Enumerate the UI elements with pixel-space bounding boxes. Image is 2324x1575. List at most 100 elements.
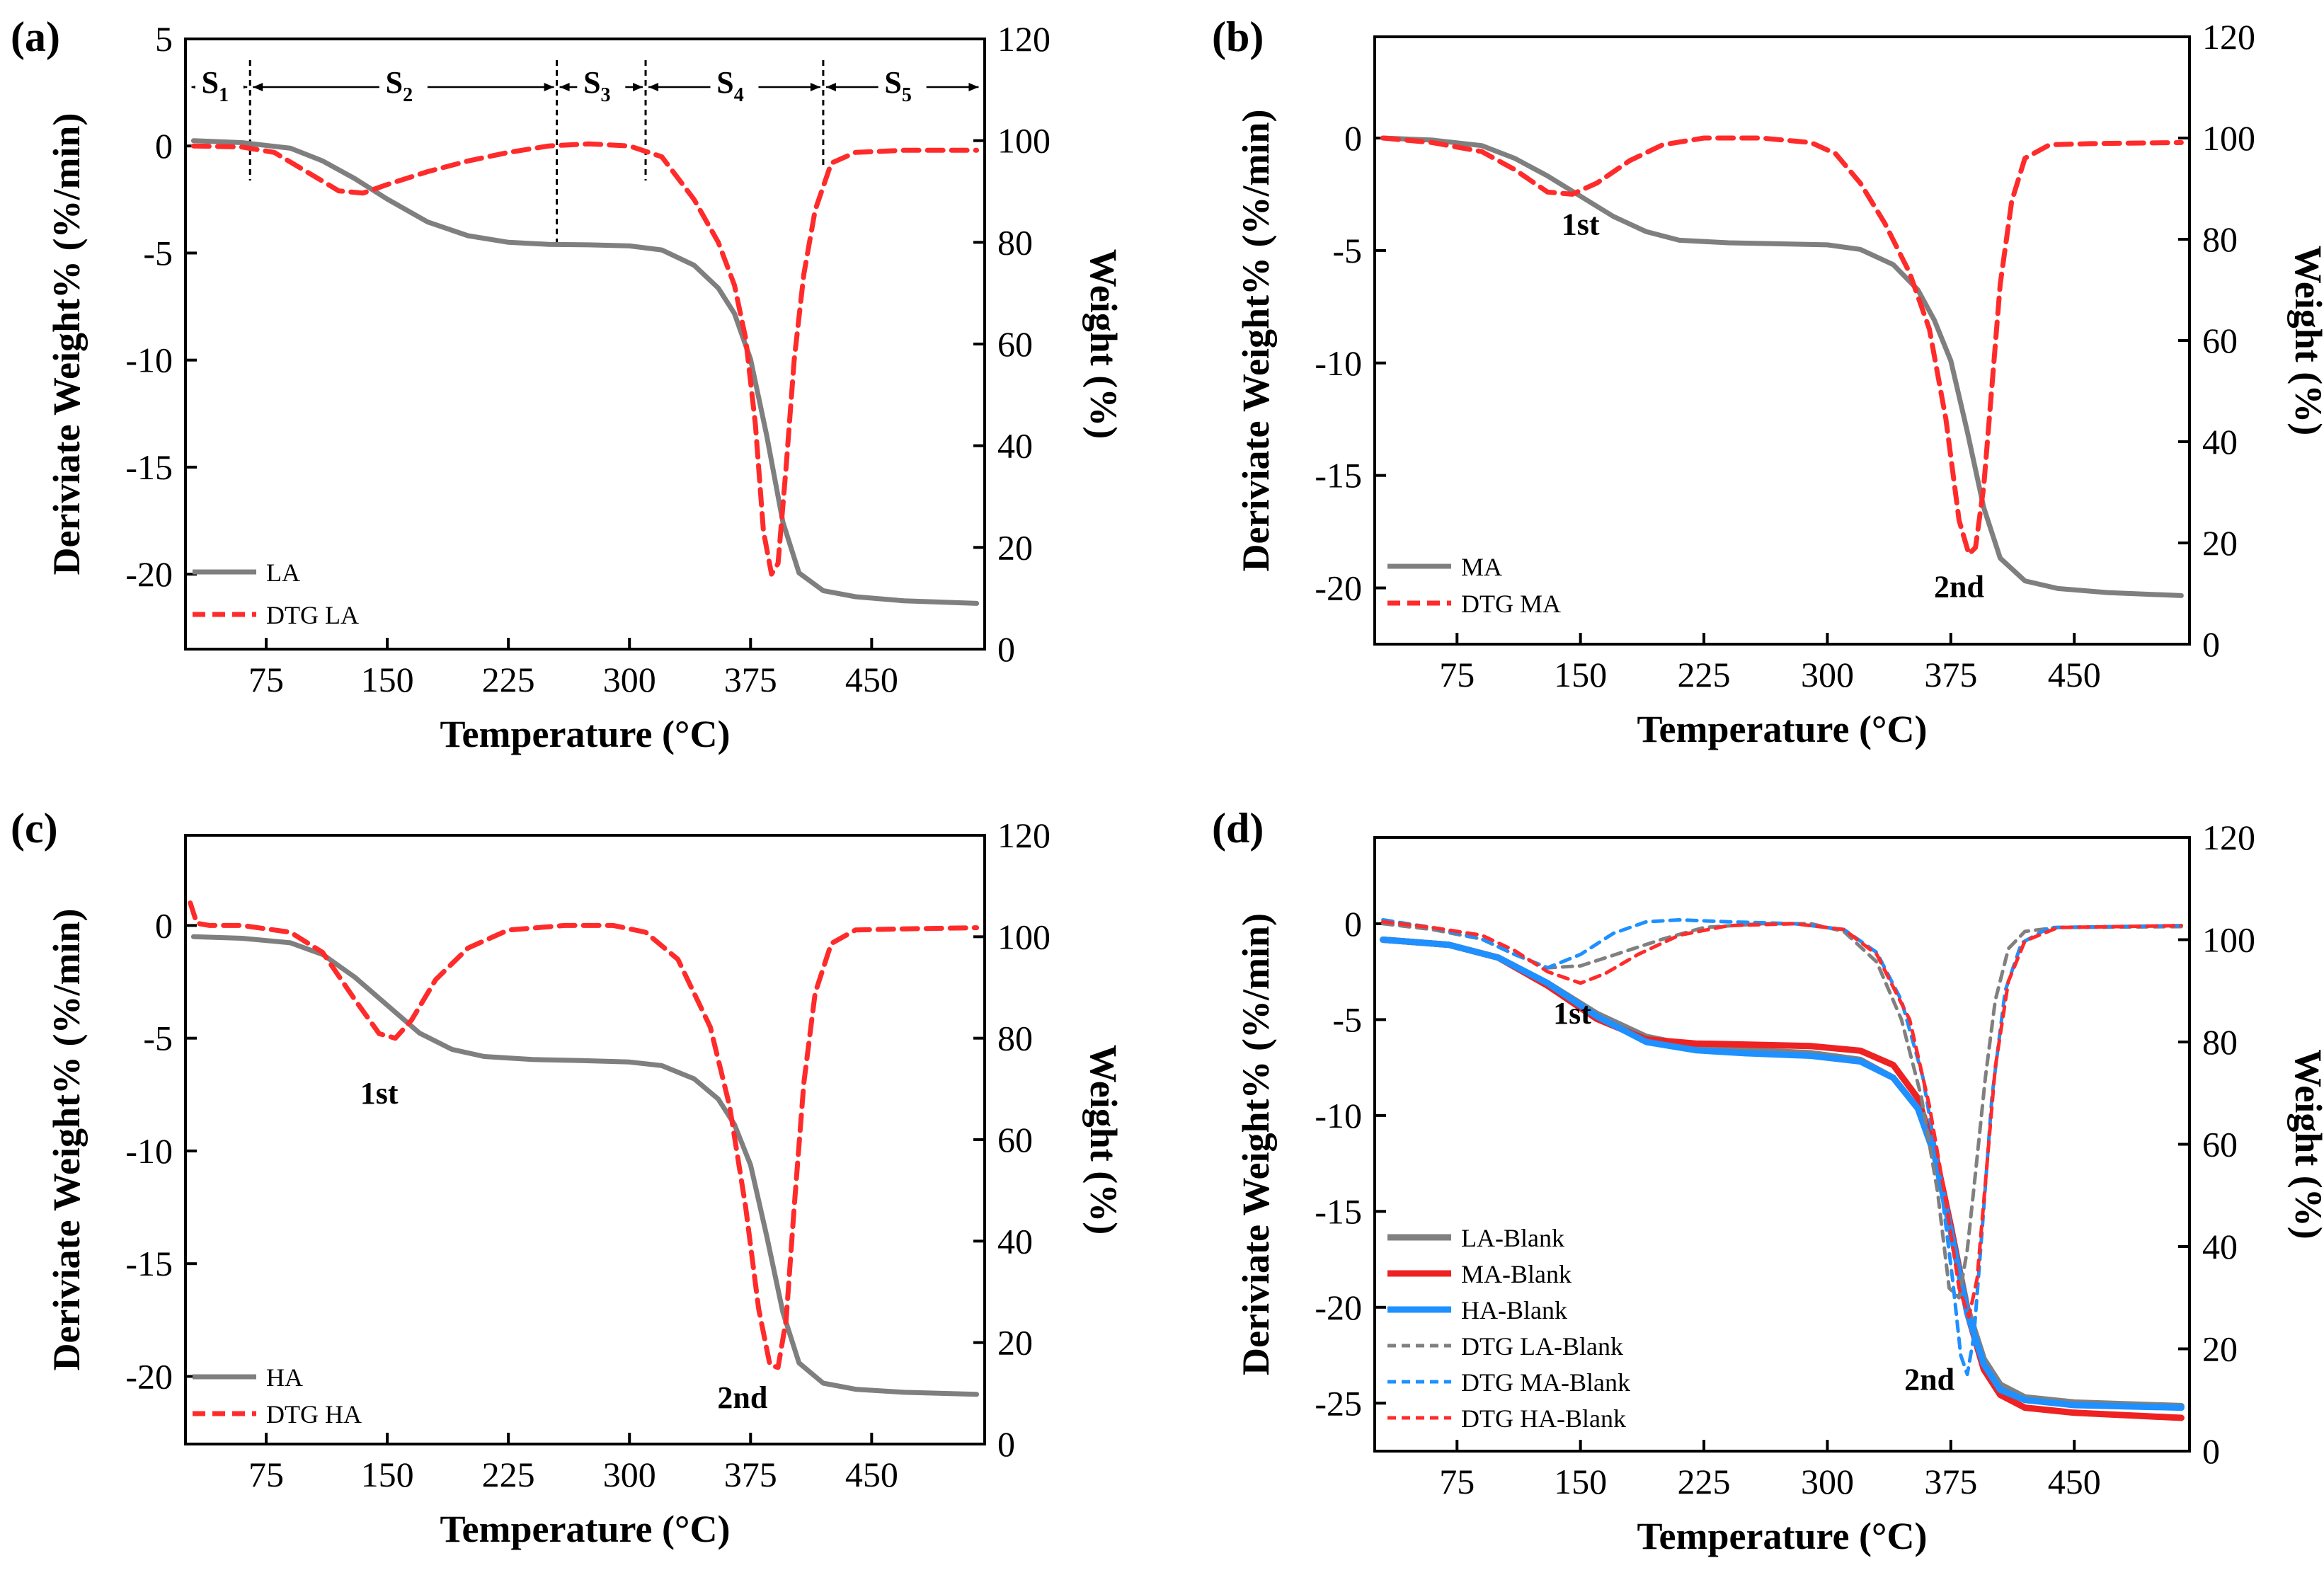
y-left-axis-title: Deriviate Weight% (%/min) (45, 113, 88, 575)
y-left-tick-label: -20 (125, 554, 173, 594)
plot-frame (184, 38, 986, 651)
peak-annotation: 2nd (1934, 569, 1984, 604)
x-tick-label: 450 (2048, 1462, 2101, 1501)
y-left-tick-label: -20 (1315, 1288, 1362, 1327)
x-tick-label: 300 (1801, 655, 1854, 694)
y-left-tick-label: 0 (155, 126, 173, 166)
peak-annotation: 2nd (1904, 1362, 1954, 1397)
panel-label: (a) (11, 13, 60, 60)
x-axis-title: Temperature (°C) (440, 713, 730, 755)
x-tick-label: 450 (2048, 655, 2101, 694)
legend-label: DTG HA (266, 1400, 362, 1428)
peak-annotation: 1st (1553, 996, 1591, 1031)
stage-arrow-left (825, 83, 836, 91)
y-right-tick-label: 80 (997, 222, 1033, 262)
legend-label: HA-Blank (1461, 1296, 1567, 1324)
y-left-axis-title: Deriviate Weight% (%/min) (1235, 913, 1277, 1375)
y-left-tick-label: 5 (155, 19, 173, 59)
series-line-dtg-la (190, 141, 980, 577)
x-tick-label: 375 (1924, 655, 1977, 694)
stage-arrow-left (253, 83, 263, 91)
legend-label: MA (1461, 553, 1502, 581)
stage-label-bg (577, 57, 626, 107)
legend-label: DTG LA (266, 601, 359, 629)
x-tick-label: 300 (603, 1455, 656, 1494)
stage-subscript: 3 (601, 84, 611, 106)
y-right-tick-label: 60 (2202, 321, 2238, 360)
stage-subscript: 2 (403, 84, 413, 106)
y-right-tick-label: 120 (997, 815, 1051, 855)
y-right-axis-title: Weight (%) (1082, 249, 1125, 439)
legend-label: DTG MA-Blank (1461, 1368, 1630, 1397)
series-line-dtg-ha (188, 900, 980, 1370)
x-axis-title: Temperature (°C) (1637, 708, 1927, 750)
x-tick-label: 150 (1554, 655, 1607, 694)
stage-arrow-right (633, 83, 643, 91)
chart-panel-a: 75 150 225 300 375 450 5 0 -5 -10 -15 -20 0 20 40 60 80 1… (11, 13, 1125, 755)
y-right-axis-title: Weight (%) (2287, 246, 2324, 435)
x-tick-label: 75 (1439, 1462, 1475, 1501)
y-right-tick-label: 20 (2202, 523, 2238, 563)
y-right-tick-label: 0 (2202, 624, 2220, 664)
y-left-tick-label: -5 (143, 233, 173, 273)
chart-panel-d: 75 150 225 300 375 450 0 -5 -10 -15 -20 -25 0 20 40 60 8… (1212, 805, 2324, 1557)
x-tick-label: 375 (724, 1455, 777, 1494)
y-right-tick-label: 60 (997, 324, 1033, 364)
y-left-axis-title: Deriviate Weight% (%/min) (1235, 110, 1277, 572)
legend-label: DTG HA-Blank (1461, 1404, 1626, 1433)
y-left-tick-label: -20 (1315, 568, 1362, 608)
peak-annotation: 1st (1562, 207, 1600, 242)
y-left-tick-label: -10 (1315, 1096, 1362, 1135)
y-left-tick-label: -15 (125, 1244, 173, 1283)
y-right-tick-label: 0 (2202, 1431, 2220, 1471)
x-tick-label: 225 (1678, 1462, 1731, 1501)
x-tick-label: 450 (845, 660, 898, 699)
stage-label-bg (195, 57, 244, 107)
y-left-tick-label: 0 (1344, 118, 1362, 158)
y-left-tick-label: -5 (1332, 1000, 1362, 1039)
y-right-tick-label: 40 (997, 1221, 1033, 1261)
legend-label: HA (266, 1363, 303, 1392)
y-right-tick-label: 80 (2202, 219, 2238, 259)
y-left-tick-label: 0 (155, 905, 173, 945)
x-tick-label: 225 (482, 1455, 535, 1494)
y-right-tick-label: 60 (2202, 1125, 2238, 1164)
stage-arrow-left (559, 83, 570, 91)
y-right-tick-label: 40 (997, 426, 1033, 466)
y-right-axis-title: Weight (%) (1082, 1045, 1125, 1235)
stage-label-bg (379, 57, 428, 107)
legend-label: MA-Blank (1461, 1260, 1572, 1288)
panel-label: (b) (1212, 13, 1264, 60)
x-tick-label: 450 (845, 1455, 898, 1494)
peak-annotation: 2nd (717, 1380, 767, 1415)
x-tick-label: 300 (1801, 1462, 1854, 1501)
y-right-tick-label: 120 (2202, 17, 2255, 57)
peak-annotation: 1st (360, 1076, 399, 1111)
y-right-tick-label: 40 (2202, 1227, 2238, 1266)
chart-panel-b: 75 150 225 300 375 450 0 -5 -10 -15 -20 0 20 40 60 80 10… (1212, 13, 2324, 750)
series-line-dtg-la-blank (1381, 922, 2183, 1300)
y-right-tick-label: 0 (997, 629, 1015, 669)
y-left-tick-label: -5 (143, 1019, 173, 1058)
y-right-tick-label: 60 (997, 1120, 1033, 1159)
y-right-tick-label: 40 (2202, 422, 2238, 462)
legend-label: LA (266, 559, 300, 587)
stage-arrow-left (648, 83, 659, 91)
x-axis-title: Temperature (°C) (1637, 1515, 1927, 1557)
stage-arrow-right (810, 83, 820, 91)
y-left-tick-label: -15 (1315, 1191, 1362, 1231)
panel-label: (d) (1212, 805, 1264, 852)
series-line-dtg-ha-blank (1381, 920, 2183, 1319)
stage-subscript: 5 (902, 84, 912, 106)
x-tick-label: 225 (1678, 655, 1731, 694)
stage-label-bg (710, 57, 759, 107)
y-left-axis-title: Deriviate Weight% (%/min) (45, 909, 88, 1371)
series-line-ma (1380, 135, 2184, 598)
y-right-tick-label: 20 (997, 527, 1033, 567)
y-right-tick-label: 120 (2202, 818, 2255, 857)
y-left-tick-label: -25 (1315, 1383, 1362, 1423)
x-tick-label: 75 (248, 660, 284, 699)
y-right-tick-label: 80 (997, 1019, 1033, 1058)
